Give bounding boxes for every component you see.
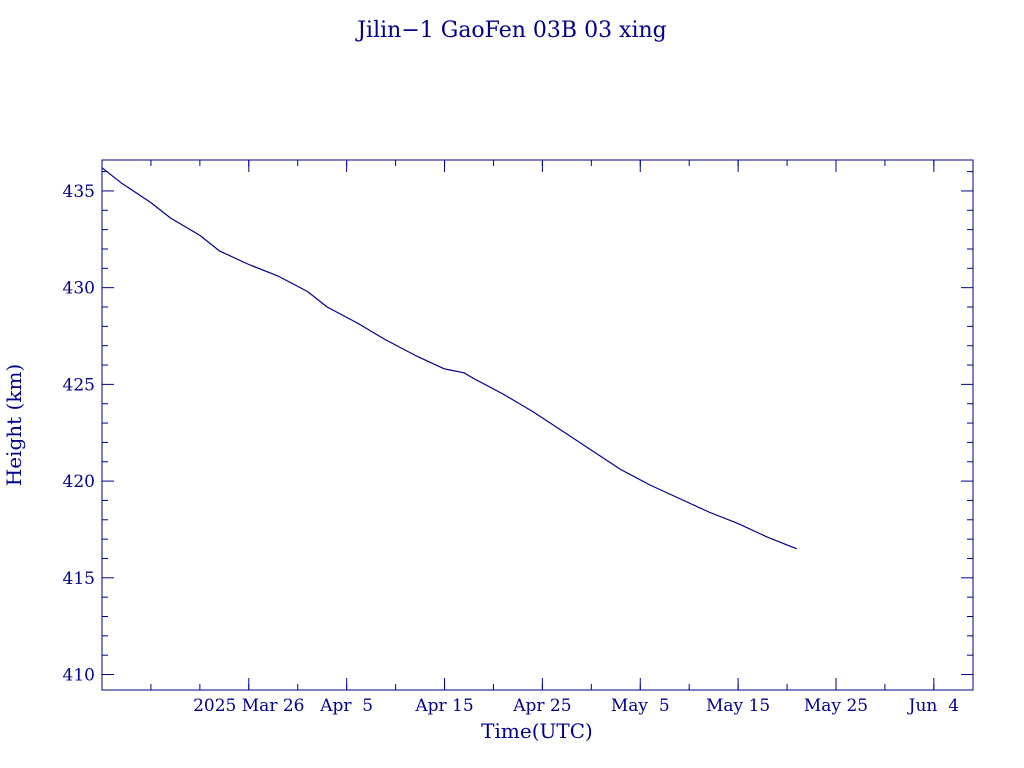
x-tick-label: Apr 5 bbox=[319, 696, 373, 716]
series-group bbox=[101, 167, 798, 550]
y-tick-label: 410 bbox=[63, 666, 95, 686]
x-tick-label: Jun 4 bbox=[907, 696, 959, 716]
minor-ticks bbox=[101, 160, 973, 690]
y-tick-label: 425 bbox=[63, 375, 95, 395]
x-axis-label: Time(UTC) bbox=[481, 719, 593, 743]
y-tick-label: 415 bbox=[63, 569, 95, 589]
y-tick-label: 430 bbox=[63, 279, 95, 299]
y-axis-label: Height (km) bbox=[2, 364, 26, 486]
chart-title: Jilin−1 GaoFen 03B 03 xing bbox=[355, 18, 667, 43]
x-tick-label: Apr 25 bbox=[512, 696, 571, 716]
x-tick-label: 2025 Mar 26 bbox=[193, 696, 304, 716]
x-tick-label: May 25 bbox=[804, 696, 868, 716]
y-axis: 410 415 420 425 430 435 bbox=[63, 182, 973, 686]
series-line bbox=[101, 167, 798, 550]
x-tick-label: May 15 bbox=[706, 696, 770, 716]
y-tick-label: 435 bbox=[63, 182, 95, 202]
x-tick-label: May 5 bbox=[611, 696, 670, 716]
x-tick-label: Apr 15 bbox=[414, 696, 473, 716]
y-tick-label: 420 bbox=[63, 472, 95, 492]
plot-frame bbox=[101, 159, 974, 691]
x-axis: 2025 Mar 26 Apr 5 Apr 15 Apr 25 May 5 May 15 M… bbox=[193, 160, 959, 716]
